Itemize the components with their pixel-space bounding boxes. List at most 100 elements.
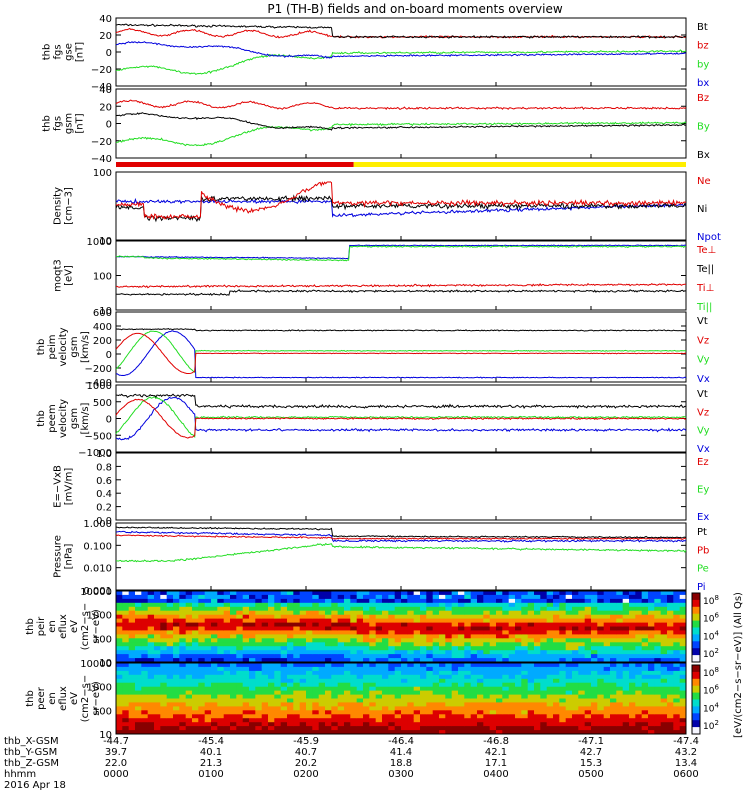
spectrogram-cell — [597, 663, 605, 668]
spectrogram-cell — [451, 618, 459, 623]
spectrogram-cell — [426, 634, 434, 639]
spectrogram-cell — [654, 706, 662, 711]
spectrogram-cell — [192, 594, 199, 600]
spectrogram-cell — [337, 614, 345, 620]
spectrogram-cell — [458, 642, 465, 647]
spectrogram-cell — [407, 602, 415, 608]
colorbar-frame — [691, 664, 701, 735]
spectrogram-cell — [597, 686, 605, 692]
spectrogram-cell — [154, 638, 161, 643]
spectrogram-cell — [331, 690, 339, 695]
spectrogram-cell — [413, 690, 421, 695]
spectrogram-cell — [116, 606, 123, 612]
spectrogram-cell — [375, 663, 383, 668]
spectrogram-cell — [223, 602, 231, 608]
spectrogram-cell — [331, 726, 339, 731]
spectrogram-cell — [280, 706, 288, 711]
spectrogram-cell — [540, 606, 548, 612]
spectrogram-cell — [135, 694, 142, 699]
spectrogram-cell — [401, 702, 408, 707]
spectrogram-cell — [654, 622, 662, 627]
spectrogram-cell — [622, 710, 630, 715]
spectrogram-cell — [287, 650, 294, 655]
spectrogram-cell — [591, 594, 598, 600]
spectrogram-cell — [432, 642, 440, 647]
spectrogram-cell — [394, 594, 402, 600]
spectrogram-cell — [287, 658, 294, 663]
spectrogram-cell — [445, 622, 453, 627]
spectrogram-cell — [432, 622, 440, 627]
spectrogram-cell — [141, 714, 149, 719]
spectrogram-cell — [141, 726, 149, 731]
spectrogram-cell — [337, 658, 345, 663]
spectrogram-cell — [375, 646, 383, 651]
spectrogram-cell — [654, 718, 662, 723]
spectrogram-cell — [508, 674, 516, 680]
spectrogram-cell — [591, 646, 598, 651]
spectrogram-cell — [363, 670, 370, 676]
spectrogram-cell — [198, 634, 206, 639]
spectrogram-cell — [287, 718, 294, 723]
spectrogram-cell — [261, 634, 269, 639]
spectrogram-cell — [166, 702, 174, 707]
spectrogram-cell — [432, 602, 440, 608]
spectrogram-cell — [280, 670, 288, 676]
spectrogram-cell — [635, 722, 643, 727]
spectrogram-cell — [407, 634, 415, 639]
colorbar-tick: 108 — [703, 666, 719, 679]
colorbar-tick-base: 10 — [703, 704, 715, 714]
spectrogram-cell — [641, 658, 649, 663]
panel-ylabel: Pressure[nPa] — [53, 535, 75, 578]
spectrogram-cell — [477, 718, 484, 723]
spectrogram-cell — [325, 663, 332, 668]
spectrogram-cell — [128, 670, 136, 676]
spectrogram-cell — [356, 634, 364, 639]
spectrogram-cell — [483, 674, 491, 680]
spectrogram-cell — [559, 682, 567, 688]
spectrogram-cell — [464, 706, 472, 711]
spectrogram-cell — [293, 722, 301, 727]
spectrogram-cell — [445, 718, 453, 723]
spectrogram-cell — [464, 598, 472, 604]
spectrogram-cell — [540, 690, 548, 695]
spectrogram-cell — [559, 722, 567, 727]
spectrogram-cell — [141, 626, 149, 631]
spectrogram-cell — [458, 606, 465, 612]
y-tick-label: 20 — [99, 102, 112, 113]
spectrogram-cell — [515, 610, 522, 616]
spectrogram-cell — [280, 686, 288, 692]
spectrogram-cell — [673, 666, 681, 672]
spectrogram-cell — [401, 714, 408, 719]
y-tick-label: −400 — [85, 378, 112, 389]
spectrogram-cell — [610, 630, 617, 635]
spectrogram-cell — [648, 618, 655, 623]
spectrogram-cell — [230, 710, 237, 715]
spectrogram-cell — [337, 642, 345, 647]
spectrogram-cell — [141, 710, 149, 715]
spectrogram-cell — [299, 682, 307, 688]
spectrogram-cell — [622, 638, 630, 643]
spectrogram-cell — [261, 602, 269, 608]
spectrogram-cell — [489, 630, 497, 635]
spectrogram-cell — [306, 598, 313, 604]
spectrogram-cell — [420, 706, 427, 711]
spectrogram-cell — [306, 686, 313, 692]
spectrogram-cell — [325, 698, 332, 703]
spectrogram-cell — [654, 726, 662, 731]
spectrogram-cell — [122, 598, 130, 604]
spectrogram-cell — [648, 670, 655, 676]
spectrogram-cell — [629, 674, 636, 680]
spectrogram-cell — [407, 714, 415, 719]
spectrogram-cell — [565, 602, 573, 608]
spectrogram-cell — [147, 718, 155, 723]
spectrogram-cell — [312, 634, 320, 639]
spectrogram-cell — [369, 658, 377, 663]
legend-ni: Ni — [697, 204, 707, 215]
spectrogram-cell — [147, 618, 155, 623]
spectrogram-cell — [249, 714, 256, 719]
spectrogram-cell — [622, 706, 630, 711]
spectrogram-cell — [242, 702, 250, 707]
spectrogram-cell — [211, 646, 218, 651]
spectrogram-cell — [458, 594, 465, 600]
spectrogram-cell — [312, 598, 320, 604]
